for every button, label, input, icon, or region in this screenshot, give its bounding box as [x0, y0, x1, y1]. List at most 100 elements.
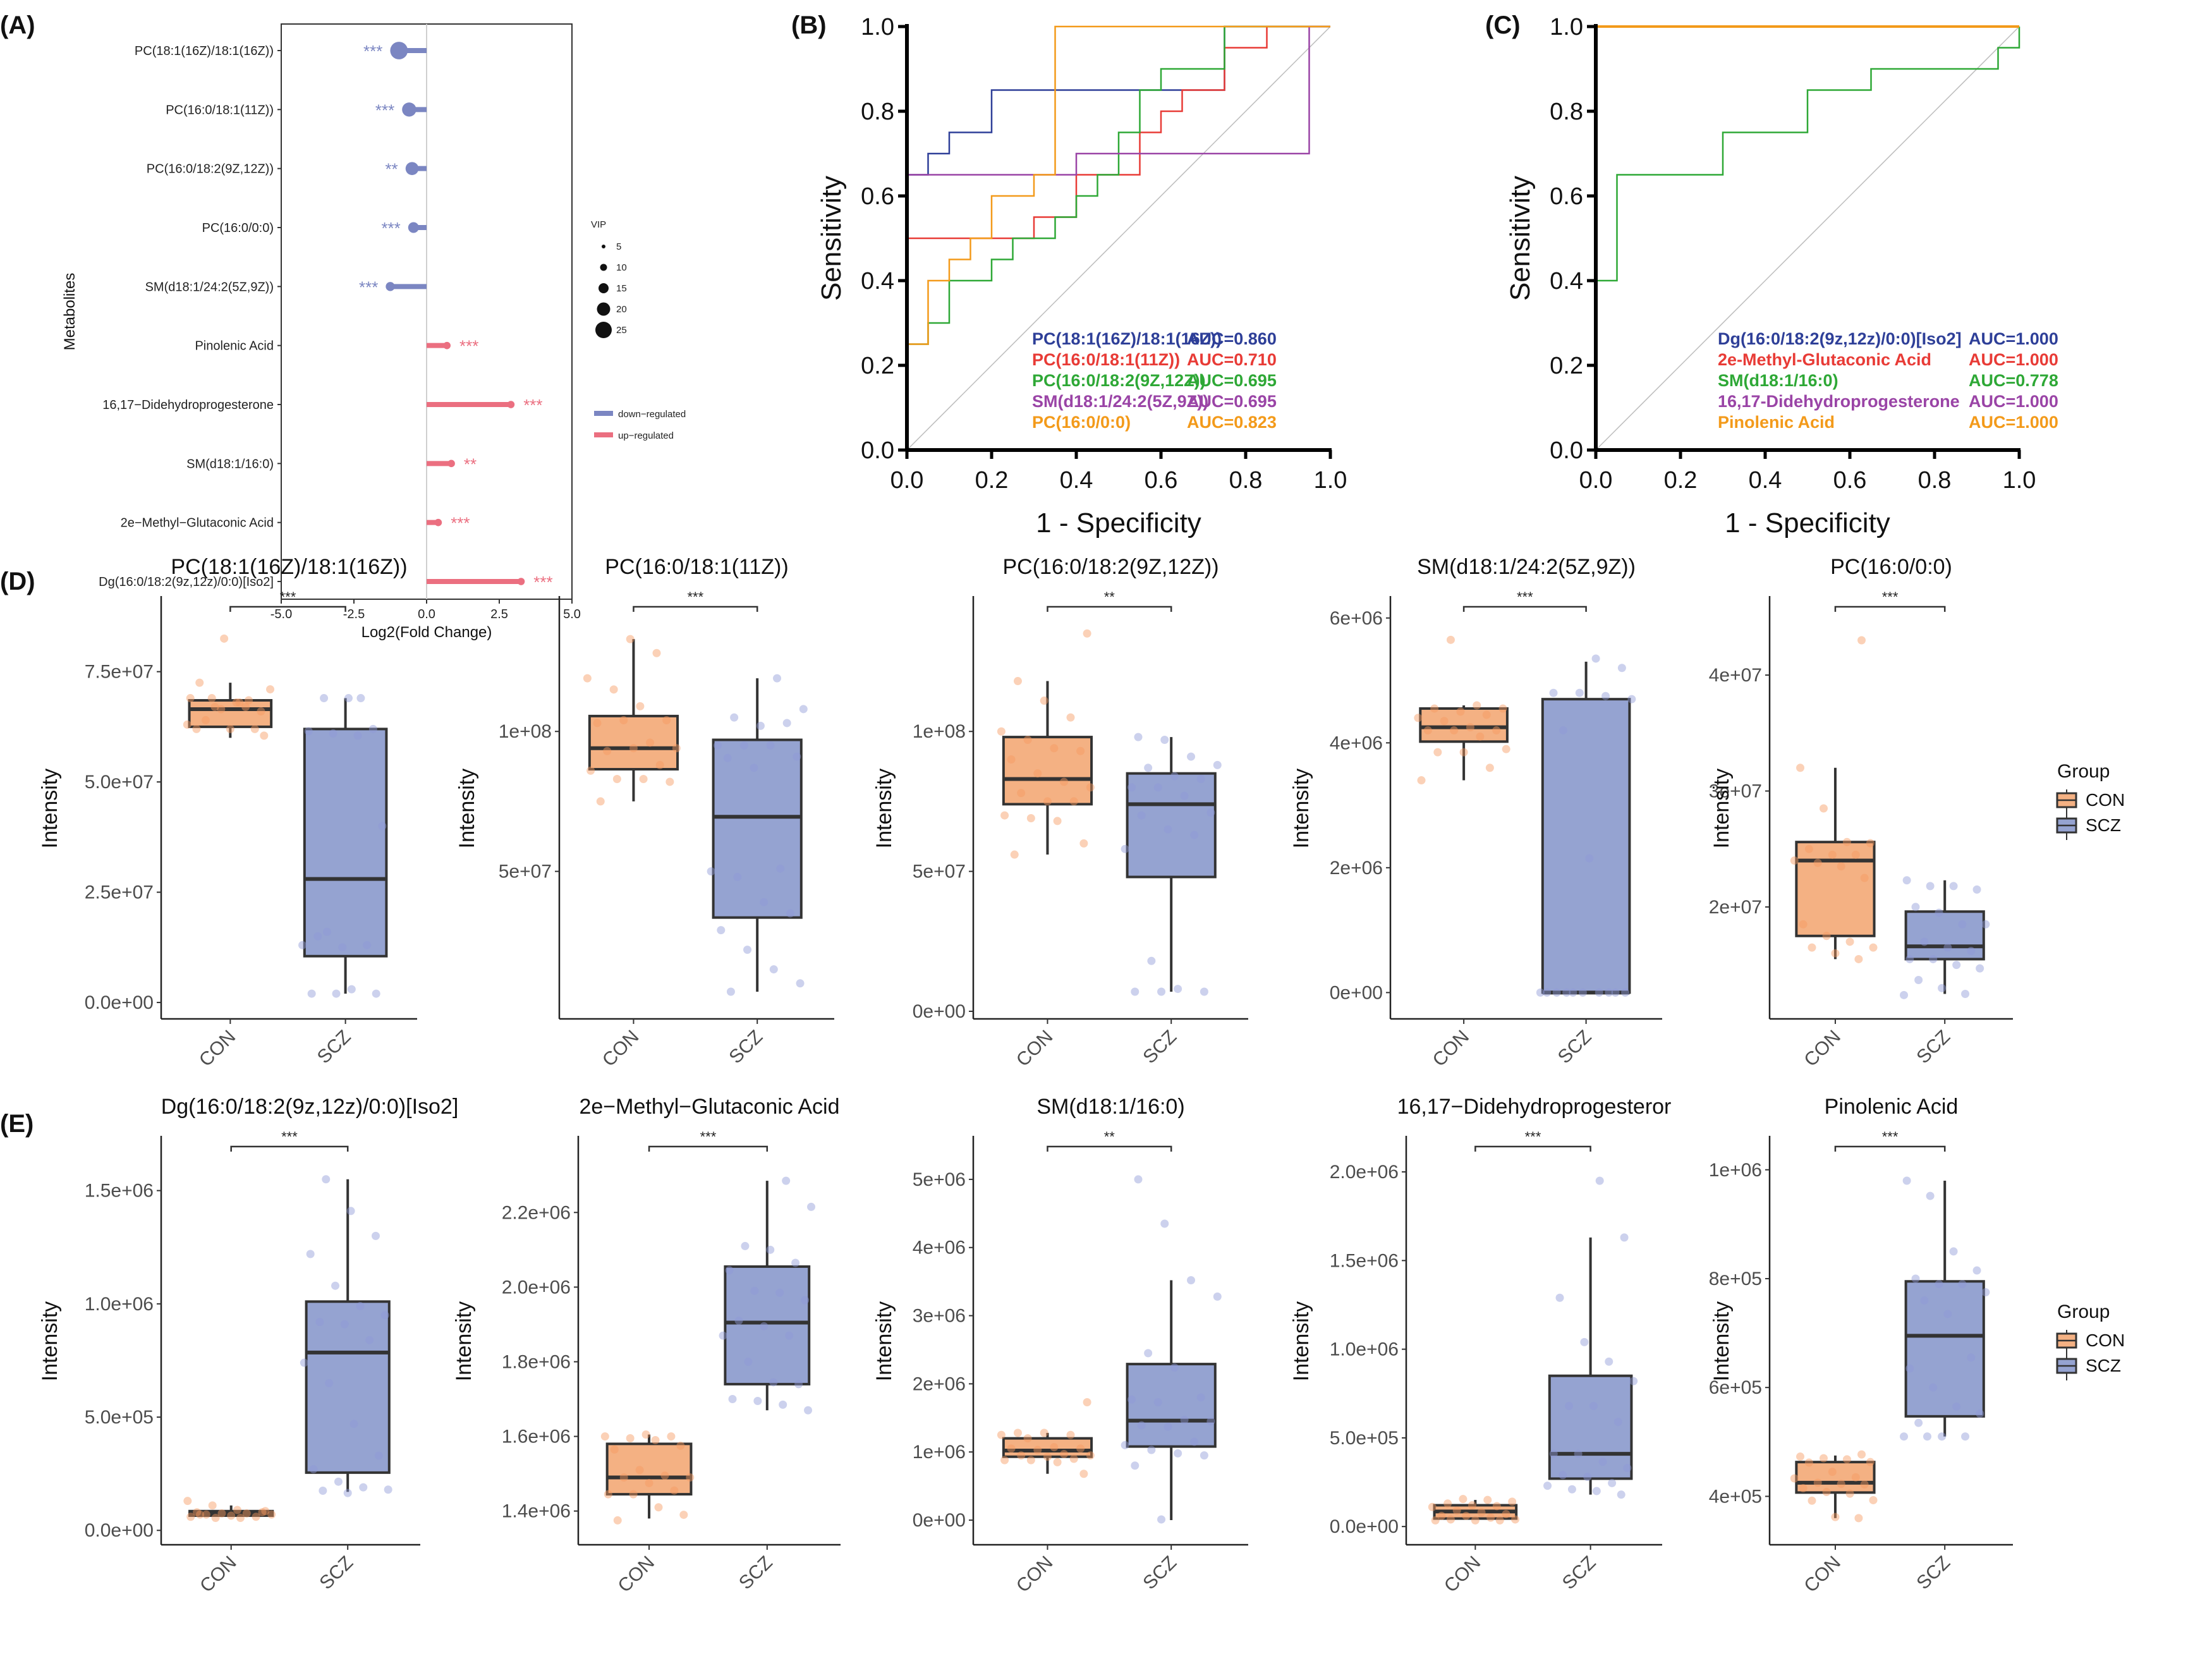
boxplot-title: PC(16:0/18:2(9Z,12Z)) — [1002, 555, 1218, 579]
data-point — [195, 678, 204, 687]
data-point — [1190, 831, 1199, 839]
data-point — [1796, 764, 1805, 772]
box — [305, 1300, 391, 1474]
y-tick-label: 1e+06 — [1709, 1160, 1762, 1181]
y-tick-label: 1.6e+06 — [502, 1427, 571, 1447]
y-tick-label: 2.2e+06 — [502, 1202, 571, 1223]
x-tick-label: 0.2 — [975, 467, 1009, 494]
y-tick-label: 1.8e+06 — [502, 1351, 571, 1372]
category-label: PC(16:0/0:0) — [202, 221, 274, 235]
data-point — [1153, 1398, 1162, 1407]
data-point — [1926, 882, 1935, 891]
roc-legend-auc: AUC=0.710 — [1187, 350, 1277, 369]
x-axis-title: 1 - Specificity — [1725, 508, 1890, 539]
y-tick-label: 2.0e+06 — [1330, 1162, 1399, 1183]
data-point — [304, 727, 313, 736]
y-tick-label: 2.0e+06 — [502, 1277, 571, 1298]
data-point — [1017, 1451, 1026, 1460]
y-tick-label: 0.0 — [1550, 437, 1583, 464]
data-point — [1562, 988, 1571, 997]
data-point — [719, 1331, 727, 1340]
data-point — [1127, 783, 1136, 792]
data-point — [807, 1202, 816, 1211]
data-point — [1127, 1395, 1136, 1404]
significance-stars: *** — [281, 1129, 298, 1145]
y-tick-label: 0.6 — [1550, 183, 1583, 210]
roc-legend-name: 2e-Methyl-Glutaconic Acid — [1718, 350, 1931, 369]
x-tick-label: SCZ — [1912, 1026, 1954, 1068]
data-point — [349, 1420, 358, 1428]
data-point — [1053, 1458, 1062, 1466]
data-point — [1961, 989, 1970, 998]
data-point — [1911, 1274, 1920, 1283]
data-point — [604, 1490, 612, 1499]
legend-label: CON — [2086, 790, 2125, 810]
data-point — [186, 694, 195, 703]
y-tick-label: 1.5e+06 — [1330, 1250, 1399, 1271]
data-point — [1902, 876, 1911, 885]
y-axis-title: Intensity — [1289, 769, 1313, 849]
data-point — [183, 1497, 192, 1506]
data-point — [1580, 1337, 1589, 1346]
y-tick-label: 1.0e+06 — [85, 1294, 154, 1315]
data-point — [804, 1406, 813, 1415]
data-point — [1060, 1449, 1069, 1458]
roc-legend-name: Pinolenic Acid — [1718, 413, 1835, 432]
y-tick-label: 0e+00 — [913, 1001, 966, 1022]
x-tick-label: SCZ — [725, 1026, 767, 1068]
data-point — [192, 724, 201, 733]
data-point — [1069, 797, 1078, 806]
data-point — [1473, 701, 1481, 710]
data-point — [368, 724, 377, 733]
y-tick-label: 4e+06 — [913, 1238, 966, 1258]
data-point — [1485, 764, 1494, 772]
data-point — [1958, 1280, 1967, 1289]
data-point — [183, 720, 191, 729]
y-tick-label: 2e+06 — [1330, 858, 1383, 879]
data-point — [1026, 813, 1035, 822]
lollipop-head — [443, 341, 451, 350]
boxplot-row-e: Dg(16:0/18:2(9z,12z)/0:0)[Iso2] 0.0e+00 5.… — [38, 1095, 2125, 1597]
data-point — [1905, 954, 1914, 963]
data-point — [769, 1378, 778, 1387]
data-point — [1170, 772, 1179, 781]
data-point — [260, 731, 269, 740]
data-point — [1157, 1515, 1166, 1524]
data-point — [1905, 1364, 1914, 1373]
data-point — [1595, 1176, 1604, 1185]
data-point — [794, 1380, 803, 1389]
data-point — [1569, 988, 1577, 997]
x-tick-label: 0.6 — [1145, 467, 1178, 494]
box — [1548, 1374, 1633, 1480]
data-point — [1929, 954, 1938, 963]
box — [1002, 736, 1093, 806]
boxplot-title: PC(18:1(16Z)/18:1(16Z)) — [171, 555, 407, 579]
data-point — [1929, 1383, 1938, 1392]
panel-label-a: (A) — [0, 11, 35, 39]
box — [712, 738, 803, 919]
roc-legend-name: 16,17-Didehydroprogesterone — [1718, 392, 1960, 411]
y-tick-label: 0.6 — [861, 183, 894, 210]
data-point — [629, 1490, 638, 1499]
boxplot-title: Pinolenic Acid — [1825, 1095, 1959, 1119]
data-point — [1502, 1510, 1510, 1519]
x-tick-label: 1.0 — [1314, 467, 1347, 494]
y-tick-label: 2.5e+07 — [85, 882, 154, 903]
data-point — [1000, 811, 1009, 820]
data-point — [1000, 1456, 1009, 1464]
data-point — [760, 1322, 769, 1330]
data-point — [1174, 1449, 1182, 1458]
size-legend-dot — [595, 322, 612, 338]
y-tick-label: 4e+07 — [1709, 665, 1762, 686]
lollipop-head — [447, 460, 455, 468]
data-point — [1153, 783, 1162, 792]
roc-legend-auc: AUC=1.000 — [1969, 329, 2058, 348]
y-axis-title: Intensity — [1289, 1301, 1313, 1382]
size-legend-dot — [597, 302, 611, 316]
boxplot-row-d: PC(18:1(16Z)/18:1(16Z)) 0.0e+00 2.5e+07 5.0… — [38, 555, 2125, 1071]
roc-chart-b: 0.0 0.0 0.2 0.2 0.4 0.4 0.6 0.6 0.8 0.8 1.0 1.0 1 - … — [816, 14, 1347, 539]
data-point — [1790, 1474, 1799, 1483]
significance-stars: ** — [464, 454, 477, 473]
data-point — [1804, 844, 1813, 853]
data-point — [1961, 1432, 1970, 1441]
